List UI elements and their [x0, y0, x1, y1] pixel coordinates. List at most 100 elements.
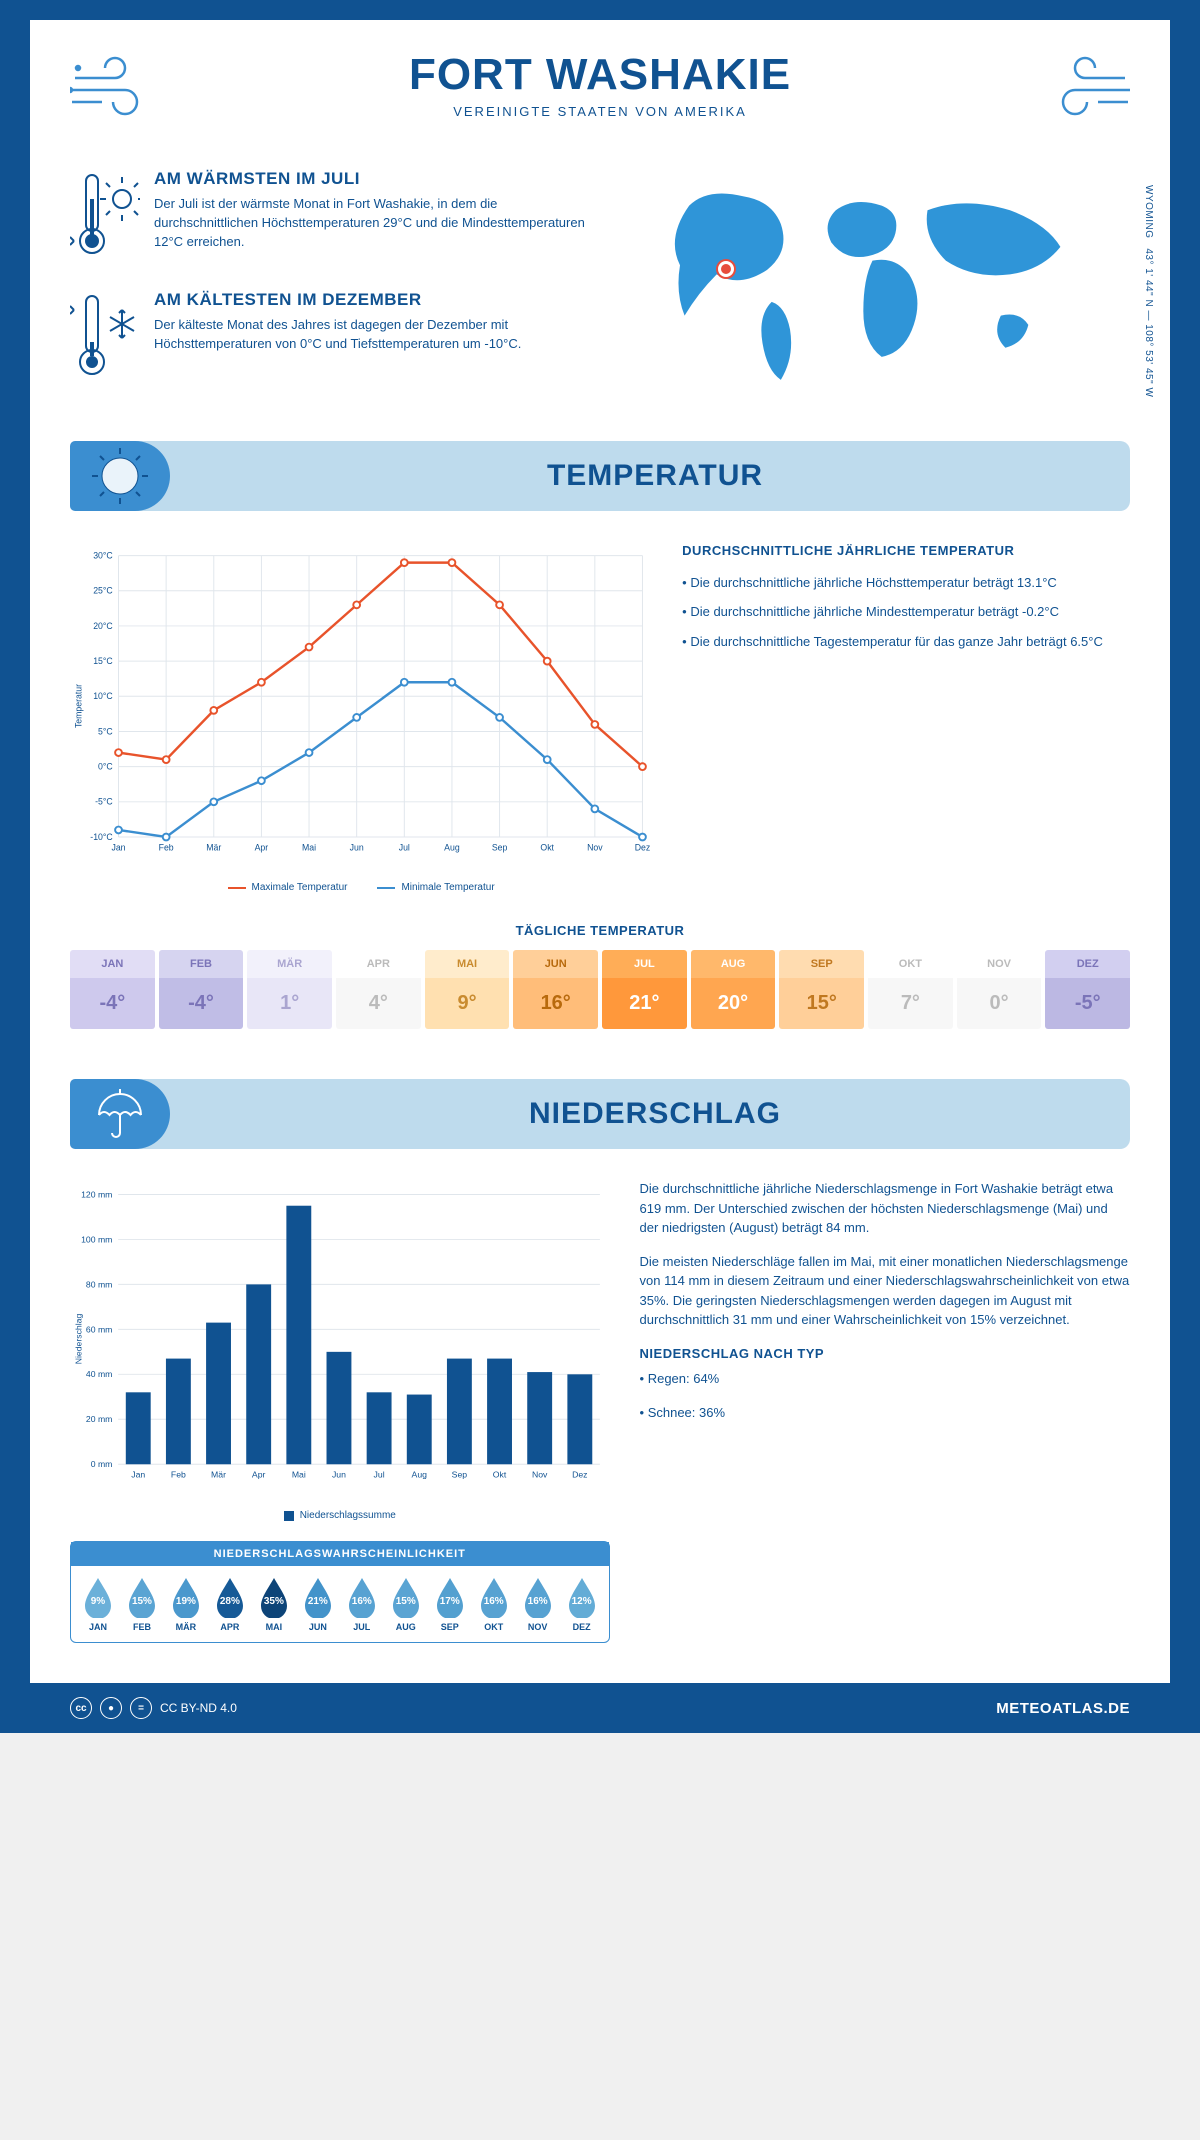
line-chart: -10°C-5°C0°C5°C10°C15°C20°C25°C30°CJanFe…	[70, 541, 652, 871]
svg-text:Niederschlag: Niederschlag	[74, 1314, 84, 1365]
svg-text:Feb: Feb	[171, 1470, 186, 1480]
license-text: CC BY-ND 4.0	[160, 1701, 237, 1715]
svg-text:Nov: Nov	[587, 843, 603, 853]
daily-temp-title: TÄGLICHE TEMPERATUR	[70, 923, 1130, 938]
precipitation-section-header: NIEDERSCHLAG	[70, 1079, 1130, 1149]
nd-icon: =	[130, 1697, 152, 1719]
probability-cell: 35% MAI	[253, 1576, 295, 1632]
probability-box: NIEDERSCHLAGSWAHRSCHEINLICHKEIT 9% JAN 1…	[70, 1541, 610, 1643]
probability-cell: 19% MÄR	[165, 1576, 207, 1632]
page-title: FORT WASHAKIE	[70, 50, 1130, 100]
svg-text:Jun: Jun	[350, 843, 364, 853]
bullet: • Regen: 64%	[640, 1369, 1130, 1389]
daily-cell: JAN-4°	[70, 950, 155, 1029]
wind-icon	[70, 50, 160, 125]
probability-cell: 16% NOV	[517, 1576, 559, 1632]
intro-row: AM WÄRMSTEN IM JULI Der Juli ist der wär…	[70, 169, 1130, 411]
svg-text:0 mm: 0 mm	[91, 1459, 113, 1469]
svg-text:Temperatur: Temperatur	[74, 684, 84, 728]
fact-cold: AM KÄLTESTEN IM DEZEMBER Der kälteste Mo…	[70, 290, 585, 385]
footer: cc ● = CC BY-ND 4.0 METEOATLAS.DE	[30, 1683, 1170, 1733]
svg-text:Aug: Aug	[412, 1470, 428, 1480]
svg-text:Mär: Mär	[211, 1470, 226, 1480]
svg-text:80 mm: 80 mm	[86, 1279, 112, 1289]
footer-license: cc ● = CC BY-ND 4.0	[70, 1697, 237, 1719]
probability-cell: 17% SEP	[429, 1576, 471, 1632]
svg-text:Feb: Feb	[159, 843, 174, 853]
svg-text:Jul: Jul	[399, 843, 410, 853]
fact-warm: AM WÄRMSTEN IM JULI Der Juli ist der wär…	[70, 169, 585, 264]
svg-text:Jun: Jun	[332, 1470, 346, 1480]
bullet: • Schnee: 36%	[640, 1403, 1130, 1423]
svg-text:Jan: Jan	[111, 843, 125, 853]
probability-cell: 15% FEB	[121, 1576, 163, 1632]
legend-max: Maximale Temperatur	[228, 882, 348, 893]
daily-cell: FEB-4°	[159, 950, 244, 1029]
facts-column: AM WÄRMSTEN IM JULI Der Juli ist der wär…	[70, 169, 585, 411]
svg-text:120 mm: 120 mm	[81, 1189, 112, 1199]
text-heading: NIEDERSCHLAG NACH TYP	[640, 1344, 1130, 1364]
probability-cell: 12% DEZ	[561, 1576, 603, 1632]
temperature-text: DURCHSCHNITTLICHE JÄHRLICHE TEMPERATUR •…	[682, 541, 1130, 893]
daily-cell: MÄR1°	[247, 950, 332, 1029]
fact-body: AM WÄRMSTEN IM JULI Der Juli ist der wär…	[154, 169, 585, 264]
raindrop-icon: 16%	[521, 1576, 555, 1618]
thermometer-hot-icon	[70, 169, 140, 264]
probability-title: NIEDERSCHLAGSWAHRSCHEINLICHKEIT	[71, 1542, 609, 1566]
svg-text:30°C: 30°C	[93, 551, 112, 561]
daily-cell: NOV0°	[957, 950, 1042, 1029]
daily-cell: SEP15°	[779, 950, 864, 1029]
probability-cell: 16% JUL	[341, 1576, 383, 1632]
precipitation-row: 0 mm20 mm40 mm60 mm80 mm100 mm120 mmJanF…	[70, 1179, 1130, 1643]
raindrop-icon: 15%	[125, 1576, 159, 1618]
legend-precip: Niederschlagssumme	[284, 1510, 396, 1521]
fact-title: AM WÄRMSTEN IM JULI	[154, 169, 585, 189]
by-icon: ●	[100, 1697, 122, 1719]
svg-text:100 mm: 100 mm	[81, 1234, 112, 1244]
paragraph: Die meisten Niederschläge fallen im Mai,…	[640, 1252, 1130, 1330]
svg-text:Mai: Mai	[302, 843, 316, 853]
bullet: • Die durchschnittliche jährliche Mindes…	[682, 602, 1130, 622]
world-map	[615, 169, 1130, 389]
precipitation-text: Die durchschnittliche jährliche Niedersc…	[640, 1179, 1130, 1643]
svg-text:Okt: Okt	[493, 1470, 507, 1480]
wind-icon	[1040, 50, 1130, 125]
svg-text:Apr: Apr	[255, 843, 269, 853]
raindrop-icon: 15%	[389, 1576, 423, 1618]
svg-text:40 mm: 40 mm	[86, 1369, 112, 1379]
daily-cell: DEZ-5°	[1045, 950, 1130, 1029]
svg-text:0°C: 0°C	[98, 762, 113, 772]
probability-cell: 28% APR	[209, 1576, 251, 1632]
temperature-section-header: TEMPERATUR	[70, 441, 1130, 511]
fact-body: AM KÄLTESTEN IM DEZEMBER Der kälteste Mo…	[154, 290, 585, 385]
sun-icon	[70, 441, 170, 511]
svg-text:Jan: Jan	[131, 1470, 145, 1480]
footer-brand: METEOATLAS.DE	[996, 1700, 1130, 1717]
svg-text:10°C: 10°C	[93, 691, 112, 701]
raindrop-icon: 21%	[301, 1576, 335, 1618]
probability-cell: 21% JUN	[297, 1576, 339, 1632]
thermometer-cold-icon	[70, 290, 140, 385]
chart-legend: Maximale Temperatur Minimale Temperatur	[70, 882, 652, 893]
bullet: • Die durchschnittliche jährliche Höchst…	[682, 573, 1130, 593]
raindrop-icon: 17%	[433, 1576, 467, 1618]
raindrop-icon: 16%	[477, 1576, 511, 1618]
daily-cell: JUN16°	[513, 950, 598, 1029]
svg-text:15°C: 15°C	[93, 656, 112, 666]
svg-text:5°C: 5°C	[98, 726, 113, 736]
svg-text:Sep: Sep	[452, 1470, 468, 1480]
temperature-row: -10°C-5°C0°C5°C10°C15°C20°C25°C30°CJanFe…	[70, 541, 1130, 893]
paragraph: Die durchschnittliche jährliche Niedersc…	[640, 1179, 1130, 1238]
svg-text:20 mm: 20 mm	[86, 1414, 112, 1424]
section-title: NIEDERSCHLAG	[180, 1097, 1130, 1131]
content: FORT WASHAKIE VEREINIGTE STAATEN VON AME…	[30, 20, 1170, 1643]
svg-text:Jul: Jul	[374, 1470, 385, 1480]
raindrop-icon: 9%	[81, 1576, 115, 1618]
svg-text:-10°C: -10°C	[90, 832, 112, 842]
probability-cell: 15% AUG	[385, 1576, 427, 1632]
svg-text:Mai: Mai	[292, 1470, 306, 1480]
raindrop-icon: 28%	[213, 1576, 247, 1618]
raindrop-icon: 16%	[345, 1576, 379, 1618]
text-heading: DURCHSCHNITTLICHE JÄHRLICHE TEMPERATUR	[682, 541, 1130, 561]
page: FORT WASHAKIE VEREINIGTE STAATEN VON AME…	[0, 0, 1200, 1733]
